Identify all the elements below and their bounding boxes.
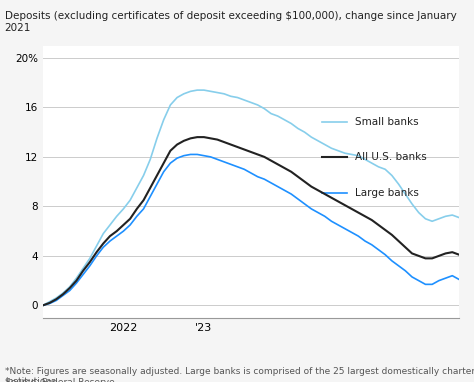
Text: Deposits (excluding certificates of deposit exceeding $100,000), change since Ja: Deposits (excluding certificates of depo… — [5, 11, 456, 33]
Text: Small banks: Small banks — [355, 117, 419, 127]
Text: All U.S. banks: All U.S. banks — [355, 152, 427, 162]
Text: *Note: Figures are seasonally adjusted. Large banks is comprised of the 25 large: *Note: Figures are seasonally adjusted. … — [5, 367, 474, 382]
Text: Source: Federal Reserve: Source: Federal Reserve — [5, 378, 115, 382]
Text: Large banks: Large banks — [355, 188, 419, 197]
